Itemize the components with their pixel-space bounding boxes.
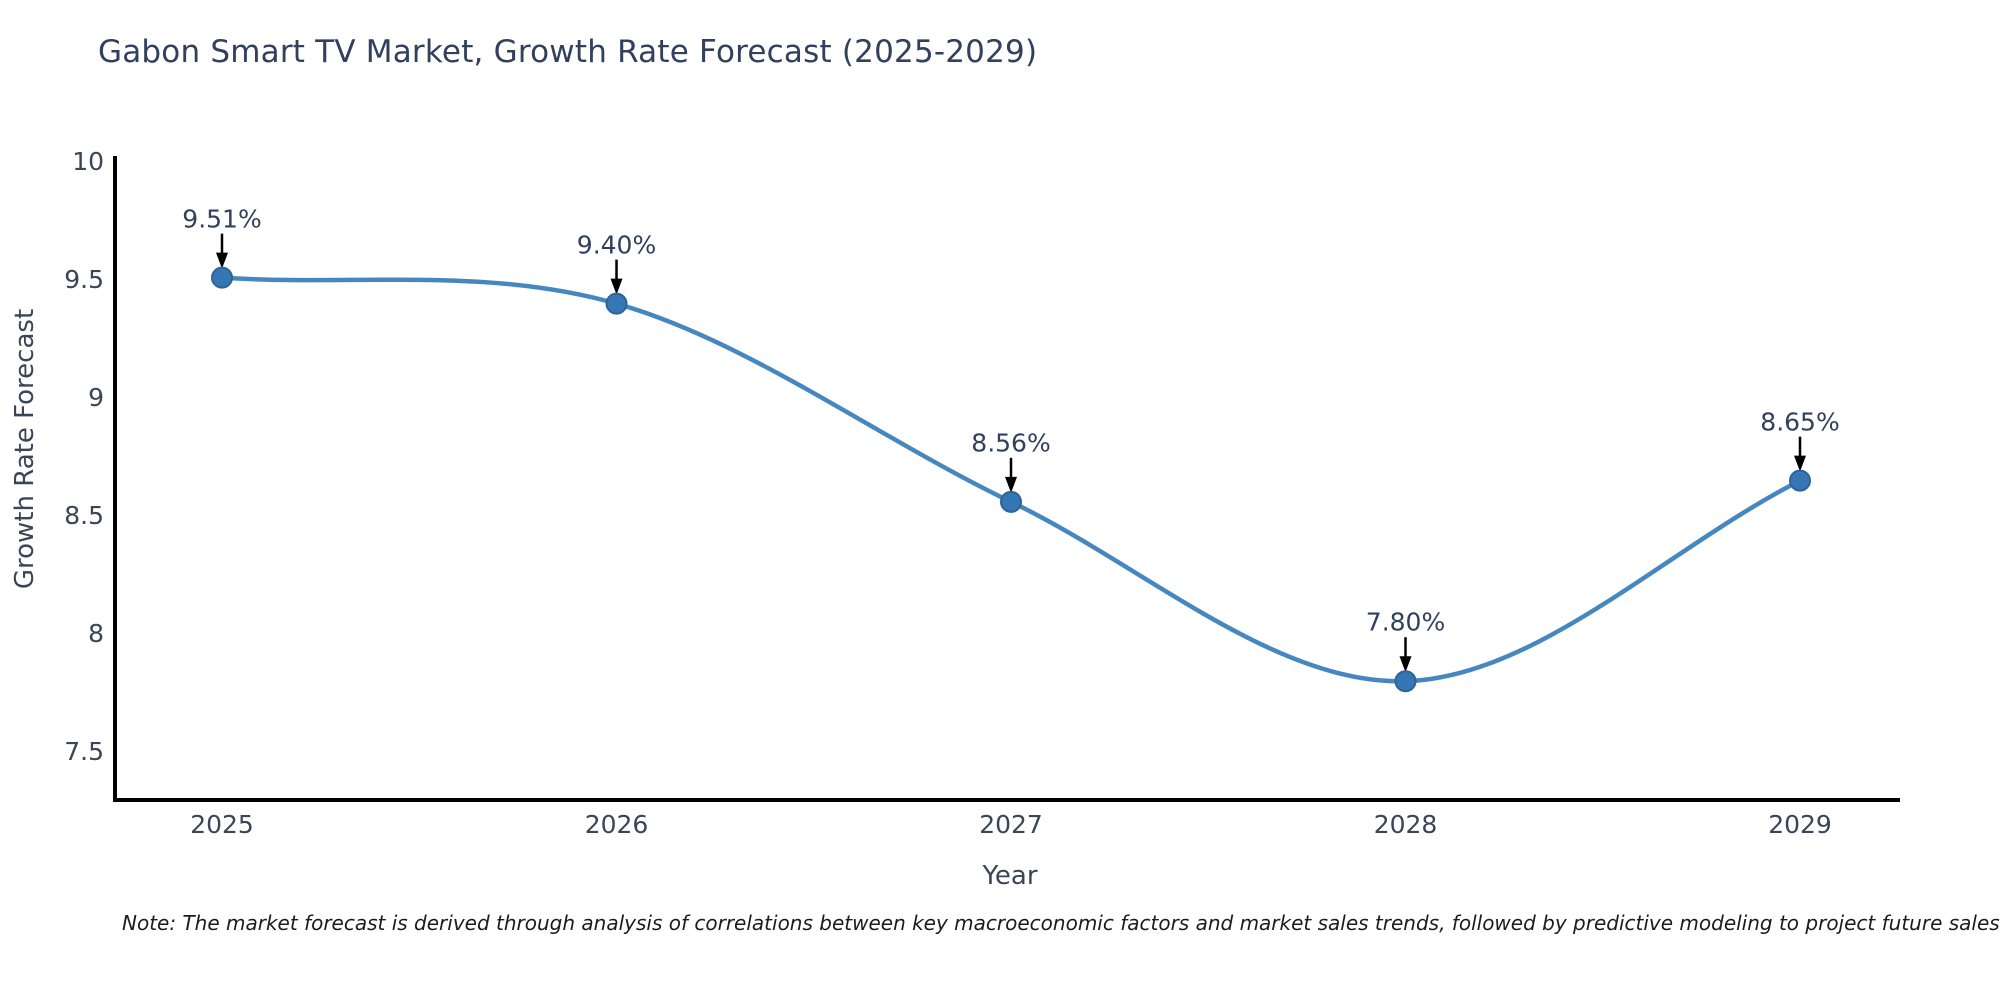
data-point-marker xyxy=(605,292,628,315)
data-point-markers xyxy=(211,266,1811,693)
y-tick-label: 8 xyxy=(88,618,104,648)
x-tick-label: 2027 xyxy=(979,810,1043,839)
point-label: 7.80% xyxy=(1365,607,1446,637)
x-tick-label: 2026 xyxy=(584,810,649,839)
y-tick-label: 10 xyxy=(72,146,104,176)
x-tick-label: 2028 xyxy=(1373,810,1438,839)
y-tick-label: 7.5 xyxy=(64,736,104,766)
data-point-marker xyxy=(1789,469,1811,492)
footnote: Note: The market forecast is derived thr… xyxy=(122,911,2000,935)
x-tick-label: 2025 xyxy=(190,810,254,839)
y-axis-title: Growth Rate Forecast xyxy=(10,308,40,590)
data-point-marker xyxy=(211,266,233,289)
annotation-arrowhead xyxy=(610,278,623,295)
x-tick-label: 2029 xyxy=(1768,810,1832,839)
x-axis-title: Year xyxy=(982,861,1038,891)
data-point-marker xyxy=(1000,490,1022,513)
point-label: 9.51% xyxy=(182,204,262,234)
y-tick-label: 9.5 xyxy=(64,264,104,294)
data-point-marker xyxy=(1394,670,1417,693)
point-label: 8.56% xyxy=(971,428,1051,458)
annotation-arrowhead xyxy=(1005,476,1017,493)
point-label: 8.65% xyxy=(1760,407,1840,437)
y-tick-label: 8.5 xyxy=(64,500,104,530)
annotation-arrowhead xyxy=(216,252,228,269)
annotation-arrowhead xyxy=(1794,455,1806,472)
y-tick-label: 9 xyxy=(88,382,104,412)
chart-title: Gabon Smart TV Market, Growth Rate Forec… xyxy=(98,34,1038,70)
annotation-arrows xyxy=(216,233,1806,673)
point-label: 9.40% xyxy=(576,230,657,260)
annotation-arrowhead xyxy=(1399,656,1412,673)
